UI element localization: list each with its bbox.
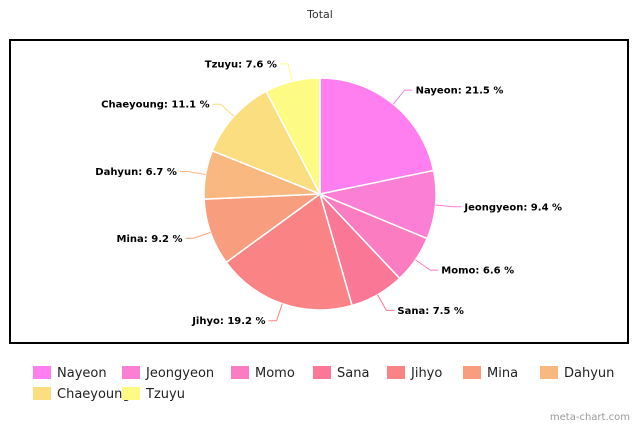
legend-swatch-chaeyoung: [33, 387, 51, 400]
legend-label-mina: Mina: [487, 366, 518, 381]
leader-line-mina: [185, 231, 211, 239]
slice-label-nayeon: Nayeon: 21.5 %: [416, 86, 504, 97]
pie-slices: [203, 77, 437, 311]
legend-label-nayeon: Nayeon: [57, 366, 107, 381]
credit-text: meta-chart.com: [550, 412, 630, 423]
legend-item-jeongyeon[interactable]: Jeongyeon: [122, 366, 214, 381]
legend-label-chaeyoung: Chaeyoung: [57, 387, 131, 402]
leader-line-chaeyoung: [212, 103, 235, 117]
legend-label-jeongyeon: Jeongyeon: [145, 366, 214, 381]
legend-item-dahyun[interactable]: Dahyun: [540, 366, 614, 381]
slice-label-dahyun: Dahyun: 6.7 %: [95, 167, 177, 178]
leader-line-jihyo: [268, 303, 283, 322]
slice-label-mina: Mina: 9.2 %: [117, 234, 183, 245]
legend-label-sana: Sana: [337, 366, 369, 381]
label-leader-lines: [179, 63, 462, 322]
legend-label-momo: Momo: [255, 366, 295, 381]
leader-line-dahyun: [179, 171, 206, 175]
leader-line-jeongyeon: [435, 204, 462, 208]
legend-item-momo[interactable]: Momo: [231, 366, 295, 381]
legend-swatch-nayeon: [33, 366, 51, 379]
slice-label-chaeyoung: Chaeyoung: 11.1 %: [101, 100, 209, 111]
legend-item-mina[interactable]: Mina: [463, 366, 518, 381]
chart-title: Total: [306, 8, 333, 21]
slice-label-momo: Momo: 6.6 %: [441, 266, 514, 277]
leader-line-sana: [377, 294, 395, 311]
legend-swatch-sana: [313, 366, 331, 379]
legend-item-chaeyoung[interactable]: Chaeyoung: [33, 387, 131, 402]
slice-labels: Nayeon: 21.5 % Jeongyeon: 9.4 % Momo: 6.6 …: [95, 59, 562, 327]
legend-item-nayeon[interactable]: Nayeon: [33, 366, 107, 381]
legend: Nayeon Jeongyeon Momo Sana Jihyo Mina Dahyun Ch…: [33, 366, 614, 402]
legend-label-dahyun: Dahyun: [564, 366, 614, 381]
leader-line-tzuyu: [279, 63, 293, 82]
legend-swatch-momo: [231, 366, 249, 379]
legend-swatch-dahyun: [540, 366, 558, 379]
leader-line-momo: [415, 259, 439, 271]
legend-item-tzuyu[interactable]: Tzuyu: [122, 387, 185, 402]
pie-slice-tzuyu: [265, 77, 321, 195]
legend-swatch-jeongyeon: [122, 366, 140, 379]
legend-swatch-tzuyu: [122, 387, 140, 400]
slice-label-jihyo: Jihyo: 19.2 %: [191, 316, 265, 327]
slice-label-tzuyu: Tzuyu: 7.6 %: [205, 59, 277, 70]
legend-label-jihyo: Jihyo: [410, 366, 442, 381]
legend-swatch-jihyo: [387, 366, 405, 379]
slice-label-sana: Sana: 7.5 %: [397, 306, 464, 317]
slice-label-jeongyeon: Jeongyeon: 9.4 %: [463, 202, 562, 213]
leader-line-nayeon: [392, 89, 413, 105]
legend-item-jihyo[interactable]: Jihyo: [387, 366, 442, 381]
legend-swatch-mina: [463, 366, 481, 379]
legend-item-sana[interactable]: Sana: [313, 366, 369, 381]
legend-label-tzuyu: Tzuyu: [145, 387, 185, 402]
